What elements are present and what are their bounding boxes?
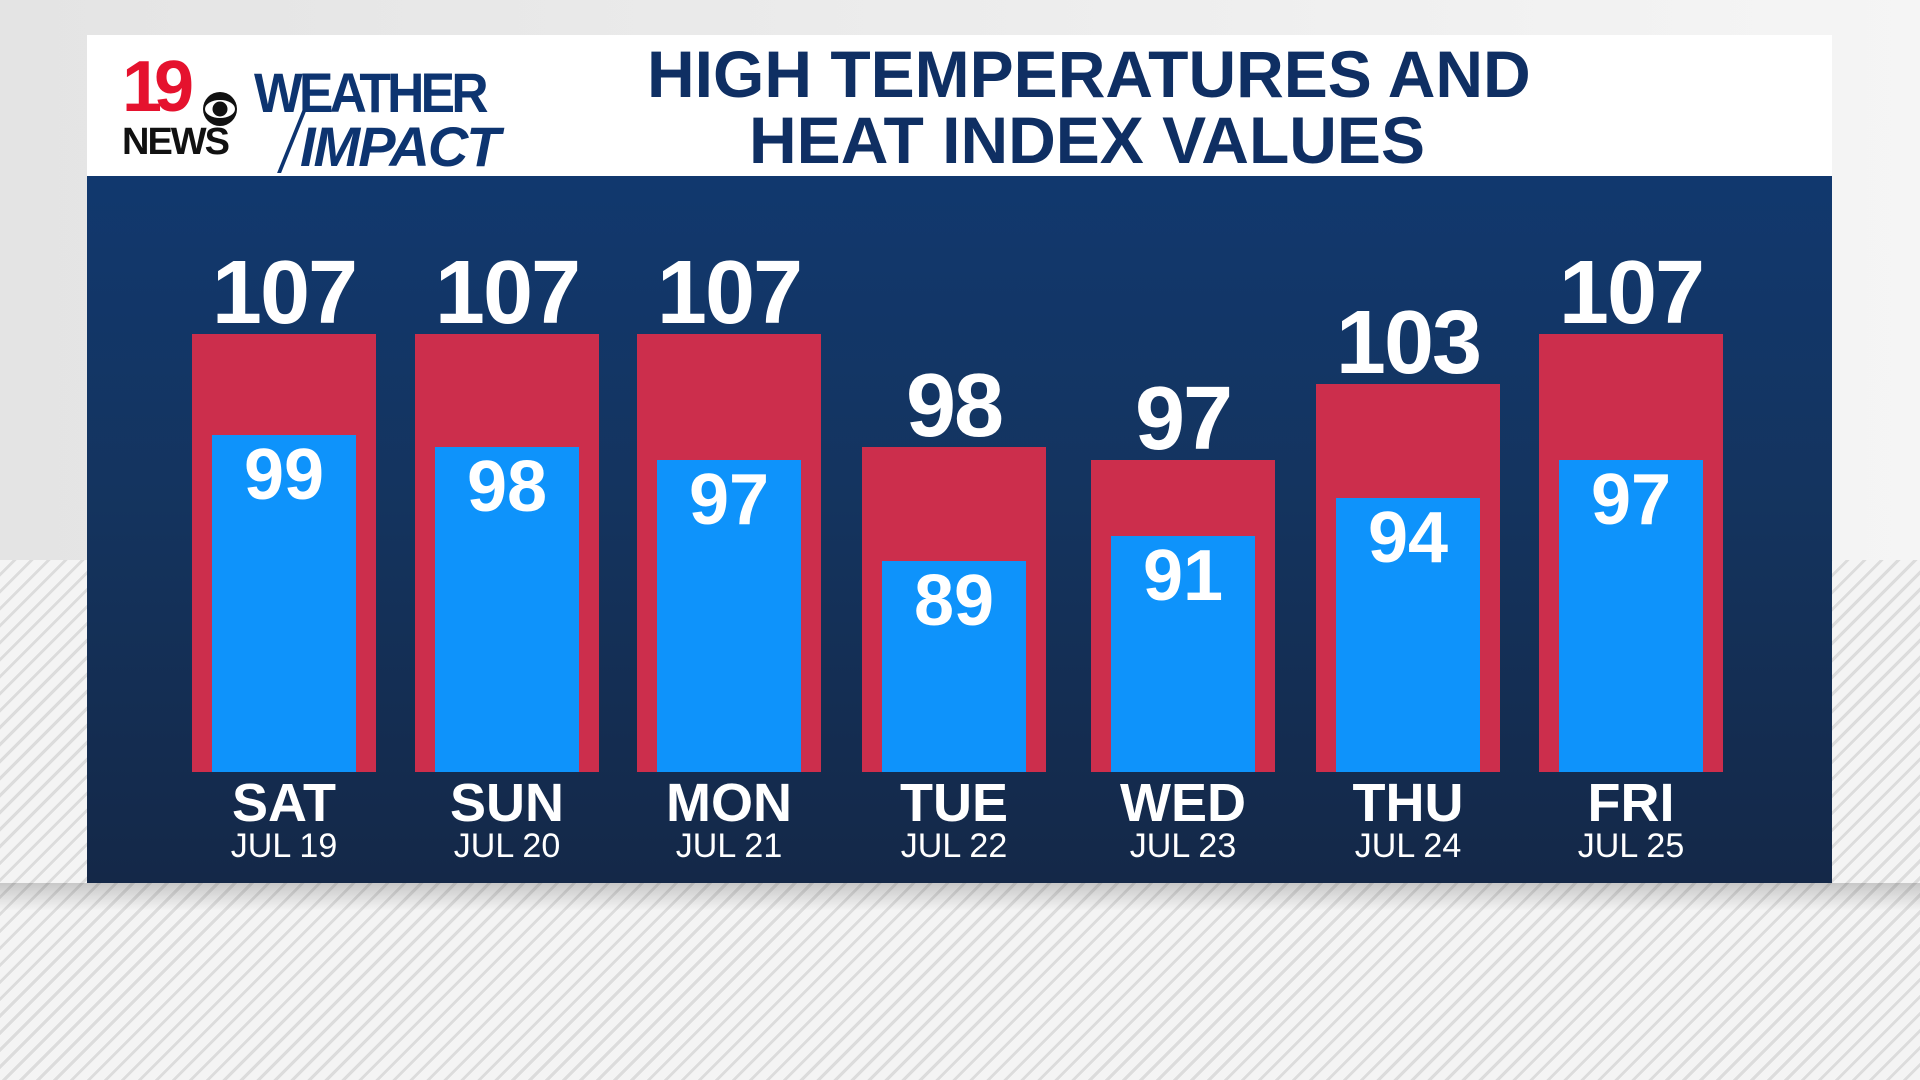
day-label: TUE xyxy=(900,773,1008,833)
high-temp-value: 89 xyxy=(913,560,995,641)
bar-chart: 107 99 SAT JUL 19 107 98 SUN JUL 20 107 97 MON JUL … xyxy=(87,176,1832,883)
date-label: JUL 20 xyxy=(453,827,561,865)
day-column: 98 89 TUE JUL 22 xyxy=(862,176,1046,883)
graphic-header: 19 NEWS WEATHER IMPACT HIGH TEMPERATURES… xyxy=(87,35,1832,176)
day-label: SUN xyxy=(449,773,564,833)
weather-graphic-panel: 19 NEWS WEATHER IMPACT HIGH TEMPERATURES… xyxy=(87,35,1832,883)
high-temp-bar xyxy=(1559,460,1703,772)
panel-shadow xyxy=(0,883,1920,911)
high-temp-value: 97 xyxy=(1590,460,1672,540)
day-column: 107 97 MON JUL 21 xyxy=(637,176,821,883)
high-temp-value: 97 xyxy=(688,460,770,540)
high-temp-bar xyxy=(1336,497,1480,772)
heat-index-value: 98 xyxy=(905,356,1004,457)
brand-weather-text: WEATHER xyxy=(254,61,489,124)
day-label: MON xyxy=(666,773,792,833)
high-temp-value: 99 xyxy=(243,434,325,515)
station-logo: 19 NEWS WEATHER IMPACT xyxy=(122,47,662,175)
graphic-title: HIGH TEMPERATURES AND HEAT INDEX VALUES xyxy=(647,37,1531,177)
date-label: JUL 24 xyxy=(1354,827,1462,865)
heat-index-value: 107 xyxy=(656,243,803,343)
day-label: SAT xyxy=(232,773,336,833)
date-label: JUL 21 xyxy=(675,827,783,865)
high-temp-bar xyxy=(657,460,801,772)
day-column: 107 97 FRI JUL 25 xyxy=(1539,176,1723,883)
heat-index-value: 107 xyxy=(1558,243,1705,343)
high-temp-bar xyxy=(1111,535,1255,772)
heat-index-value: 103 xyxy=(1335,293,1482,394)
day-column: 107 99 SAT JUL 19 xyxy=(192,176,376,883)
day-label: FRI xyxy=(1587,773,1675,833)
day-label: WED xyxy=(1120,773,1246,833)
high-temp-bar xyxy=(435,447,579,772)
title-line-2: HEAT INDEX VALUES xyxy=(749,103,1425,177)
high-temp-value: 94 xyxy=(1367,497,1449,578)
date-label: JUL 19 xyxy=(230,827,338,865)
station-number: 19 xyxy=(122,47,194,127)
day-label: THU xyxy=(1352,773,1464,833)
station-word: NEWS xyxy=(122,121,230,163)
brand-impact-text: IMPACT xyxy=(300,115,500,178)
high-temp-bar xyxy=(212,434,356,772)
high-temp-value: 91 xyxy=(1142,535,1224,616)
date-label: JUL 23 xyxy=(1129,827,1237,865)
date-label: JUL 22 xyxy=(900,827,1008,865)
heat-index-value: 107 xyxy=(434,243,581,343)
day-column: 103 94 THU JUL 24 xyxy=(1316,176,1500,883)
title-line-1: HIGH TEMPERATURES AND xyxy=(647,37,1531,111)
high-temp-value: 98 xyxy=(466,447,548,528)
day-column: 107 98 SUN JUL 20 xyxy=(415,176,599,883)
day-column: 97 91 WED JUL 23 xyxy=(1091,176,1275,883)
high-temp-bar xyxy=(882,560,1026,772)
heat-index-value: 107 xyxy=(211,243,358,343)
heat-index-value: 97 xyxy=(1134,369,1233,469)
date-label: JUL 25 xyxy=(1577,827,1685,865)
cbs-eye-icon xyxy=(203,92,237,126)
